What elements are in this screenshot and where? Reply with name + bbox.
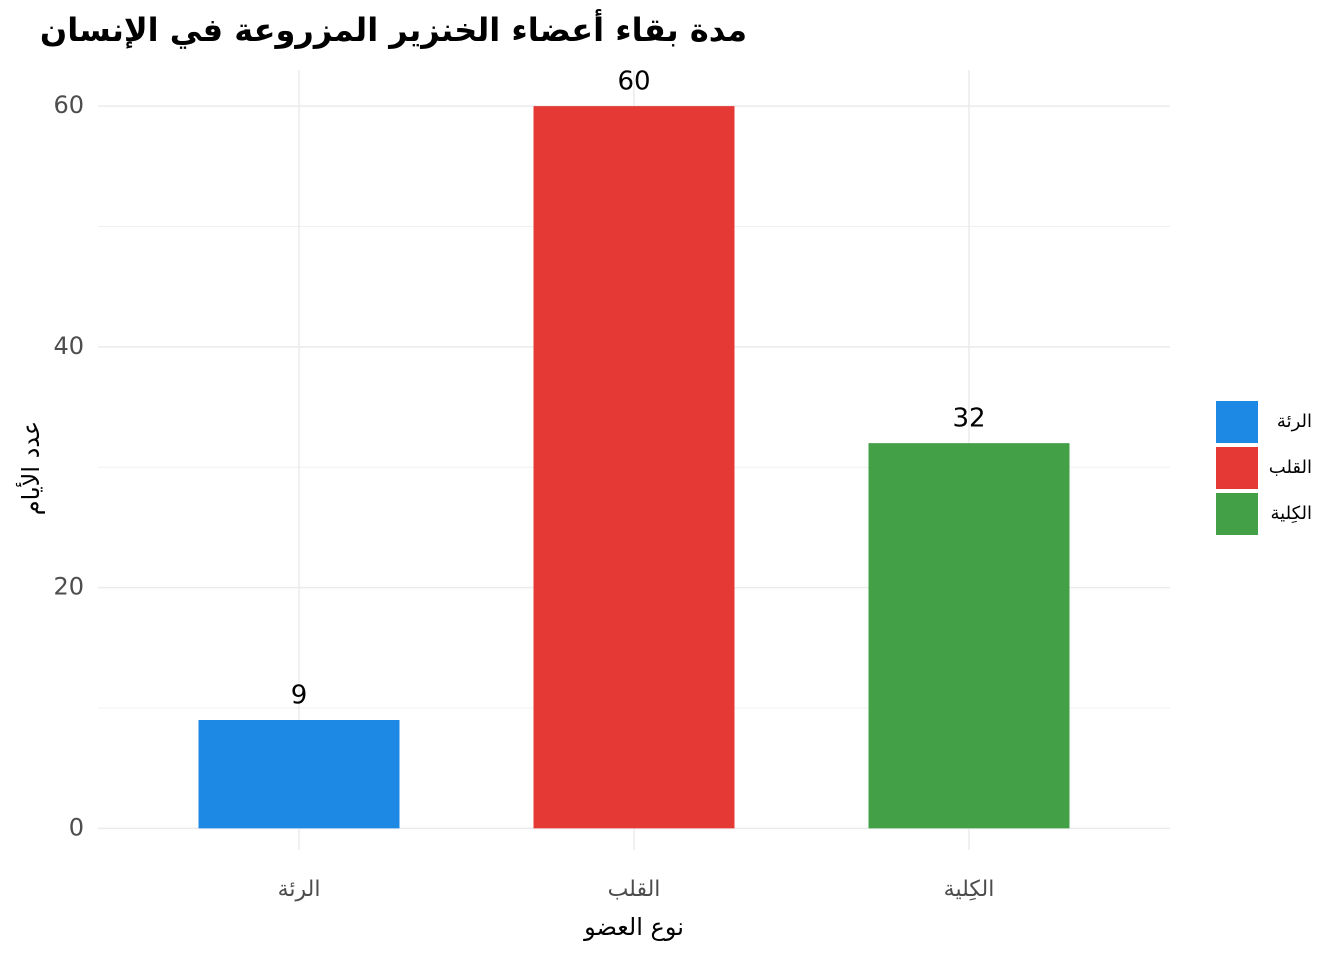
- value-label: 9: [291, 681, 308, 711]
- bar: [533, 106, 735, 829]
- y-tick-label: 60: [53, 91, 84, 119]
- legend-label: الكِلية: [1271, 503, 1312, 524]
- legend-swatch: [1216, 447, 1258, 489]
- y-tick-label: 0: [69, 813, 84, 841]
- chart-title: مدة بقاء أعضاء الخنزير المزروعة في الإنس…: [40, 9, 747, 49]
- y-axis-label: عدد الأيام: [16, 421, 45, 515]
- x-tick-label: القلب: [608, 877, 661, 902]
- x-axis-label: نوع العضو: [583, 913, 684, 941]
- legend-swatch: [1216, 401, 1258, 443]
- legend-label: القلب: [1269, 457, 1312, 478]
- x-tick-label: الكِلية: [944, 877, 995, 902]
- legend-swatch: [1216, 493, 1258, 535]
- x-tick-label: الرئة: [278, 877, 321, 902]
- legend-label: الرئة: [1277, 411, 1312, 432]
- value-label: 60: [617, 67, 650, 97]
- bar: [868, 443, 1070, 829]
- value-label: 32: [952, 404, 985, 434]
- bar: [198, 720, 400, 829]
- y-tick-label: 20: [53, 573, 84, 601]
- y-tick-label: 40: [53, 332, 84, 360]
